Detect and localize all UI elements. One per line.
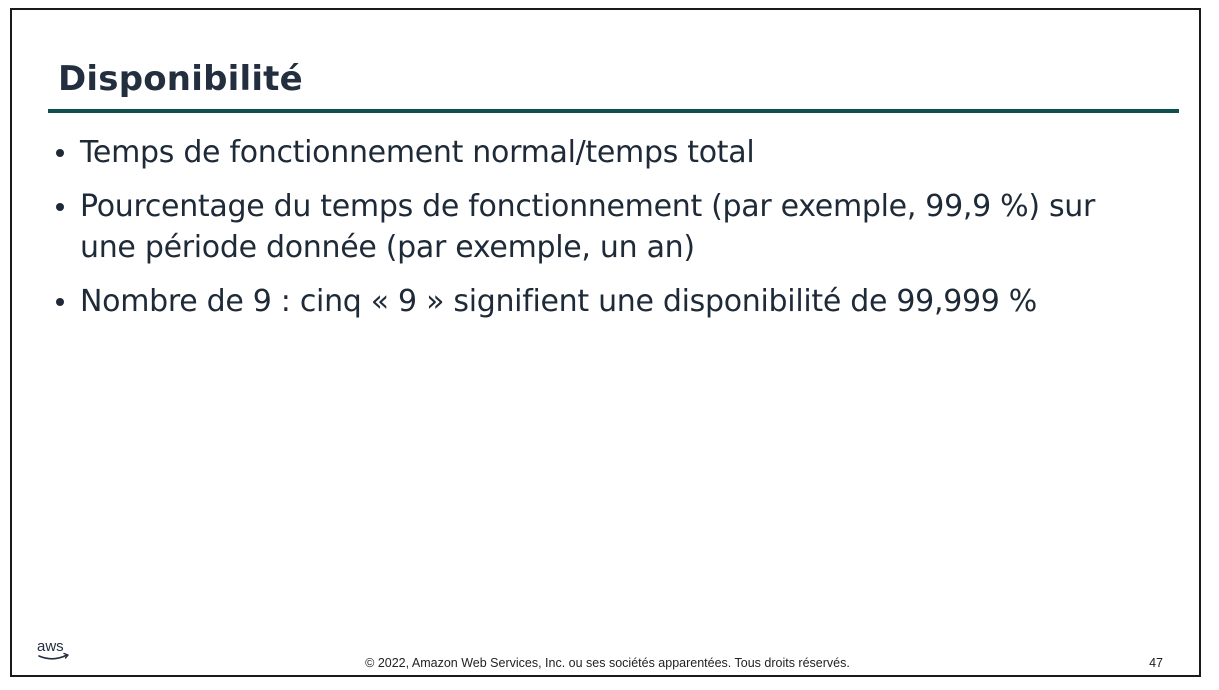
svg-text:aws: aws <box>37 638 64 655</box>
bullet-dot-icon <box>56 149 64 157</box>
copyright-notice: © 2022, Amazon Web Services, Inc. ou ses… <box>365 656 850 670</box>
bullet-text: Temps de fonctionnement normal/temps tot… <box>80 135 755 170</box>
aws-logo-icon: aws <box>37 638 69 660</box>
bullet-dot-icon <box>56 298 64 306</box>
bullet-item: Temps de fonctionnement normal/temps tot… <box>56 132 1156 173</box>
slide-title: Disponibilité <box>58 59 303 99</box>
bullet-text: Pourcentage du temps de fonctionnement (… <box>80 189 1096 265</box>
page-number: 47 <box>1149 656 1163 670</box>
bullet-dot-icon <box>56 203 64 211</box>
bullet-text: Nombre de 9 : cinq « 9 » signifient une … <box>80 284 1038 319</box>
slide: Disponibilité Temps de fonctionnement no… <box>10 8 1201 677</box>
title-divider <box>48 109 1179 113</box>
bullet-item: Nombre de 9 : cinq « 9 » signifient une … <box>56 281 1156 322</box>
bullet-list: Temps de fonctionnement normal/temps tot… <box>56 132 1156 335</box>
bullet-item: Pourcentage du temps de fonctionnement (… <box>56 186 1156 268</box>
